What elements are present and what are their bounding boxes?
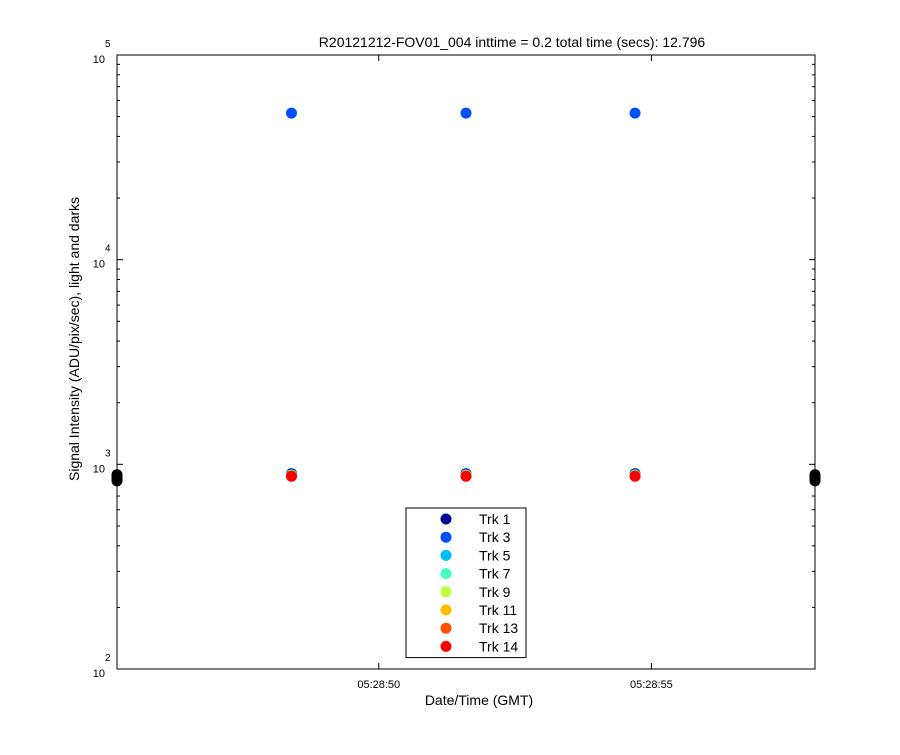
legend-label: Trk 14 [479, 638, 518, 654]
y-axis-label: Signal Intensity (ADU/pix/sec), light an… [66, 197, 82, 481]
data-point [629, 470, 641, 482]
legend-marker [440, 531, 452, 543]
data-points [111, 107, 821, 487]
legend-label: Trk 5 [479, 547, 511, 563]
data-point [460, 107, 472, 119]
y-tick-label-base: 10 [93, 54, 105, 66]
legend-marker [440, 586, 452, 598]
data-point [286, 107, 297, 119]
legend-label: Trk 9 [479, 584, 511, 600]
legend: Trk 1 Trk 3 Trk 5 Trk 7 Trk 9 Trk 11 Trk 13 Trk… [405, 507, 527, 659]
legend-marker [440, 549, 452, 561]
legend-box [405, 507, 527, 659]
x-axis-ticks: 05:28:50 05:28:55 [357, 55, 673, 691]
x-axis-label: Date/Time (GMT) [425, 692, 533, 708]
legend-marker [440, 568, 452, 580]
data-point [460, 470, 472, 482]
y-tick-label-base: 10 [93, 259, 105, 271]
y-tick-label-exponent: 3 [105, 448, 111, 459]
legend-label: Trk 13 [479, 620, 518, 636]
x-tick-label: 05:28:55 [630, 679, 673, 691]
y-tick-label-base: 10 [93, 463, 105, 475]
data-point [286, 470, 297, 482]
legend-marker [440, 622, 452, 634]
y-tick-label-exponent: 2 [105, 653, 111, 664]
legend-label: Trk 3 [479, 529, 511, 545]
y-tick-label-exponent: 4 [105, 244, 111, 255]
legend-marker [440, 640, 452, 652]
legend-marker [440, 604, 452, 616]
dark-frame-point [809, 469, 821, 481]
chart-title: R20121212-FOV01_004 inttime = 0.2 total … [319, 34, 706, 50]
legend-label: Trk 1 [479, 511, 511, 527]
x-tick-label: 05:28:50 [357, 679, 400, 691]
y-tick-label-base: 10 [93, 668, 105, 680]
legend-marker [440, 513, 452, 525]
y-tick-label-exponent: 5 [105, 39, 111, 50]
dark-frame-point [111, 469, 123, 481]
legend-label: Trk 7 [479, 566, 511, 582]
data-point [629, 107, 641, 119]
legend-label: Trk 11 [479, 602, 517, 618]
